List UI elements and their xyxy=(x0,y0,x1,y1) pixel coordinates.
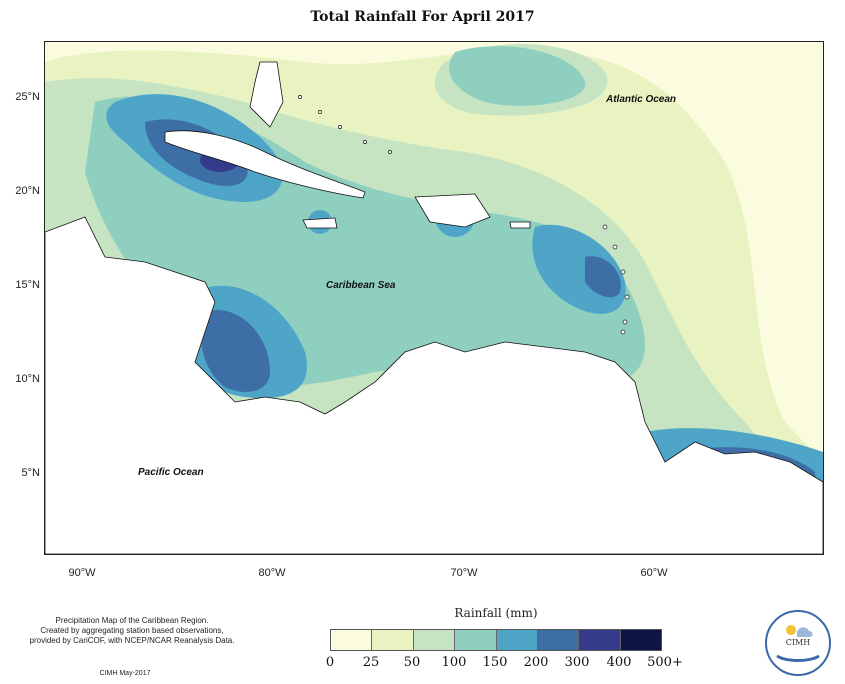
legend-tick-300: 300 xyxy=(564,655,590,670)
legend-swatch-25-50 xyxy=(372,630,414,650)
lat-label-10n: 10°N xyxy=(15,373,40,385)
legend-title: Rainfall (mm) xyxy=(454,606,538,620)
lat-label-5n: 5°N xyxy=(21,467,40,479)
jamaica-island xyxy=(302,217,338,229)
cimh-logo: CIMH xyxy=(765,610,831,676)
description-line-2: Created by aggregating station based obs… xyxy=(40,626,224,635)
legend-swatch-100-150 xyxy=(455,630,497,650)
mainland-landmass xyxy=(45,216,823,554)
legend-tick-0: 0 xyxy=(325,655,335,670)
bahamas-isle-4 xyxy=(363,140,367,144)
rainfall-map xyxy=(44,41,824,555)
legend-swatch-50-100 xyxy=(413,630,456,650)
legend-tick-25: 25 xyxy=(362,655,380,670)
legend-swatch-400-500 xyxy=(620,630,661,650)
map-title: Total Rainfall For April 2017 xyxy=(310,9,535,25)
map-description: Precipitation Map of the Caribbean Regio… xyxy=(12,616,252,646)
map-credit: CIMH May-2017 xyxy=(99,670,151,677)
legend-tick-400: 400 xyxy=(606,655,632,670)
lat-label-25n: 25°N xyxy=(15,91,40,103)
lon-label-90w: 90°W xyxy=(68,567,96,579)
lesser-antilles-isle-4 xyxy=(624,294,630,300)
label-atlantic-ocean: Atlantic Ocean xyxy=(606,94,677,105)
legend-tick-500-plus: 500+ xyxy=(647,655,683,670)
hispaniola-island xyxy=(414,193,491,228)
rain-band-200-300-antilles xyxy=(585,256,621,298)
florida-peninsula xyxy=(249,61,284,128)
rain-band-100-150-north xyxy=(449,46,586,106)
legend-swatch-150-200 xyxy=(496,630,538,650)
lesser-antilles-isle-5 xyxy=(622,319,628,325)
cuba-island xyxy=(164,130,366,199)
logo-text: CIMH xyxy=(785,638,811,647)
legend-tick-150: 150 xyxy=(482,655,508,670)
lesser-antilles-isle-2 xyxy=(612,244,618,250)
legend-tick-50: 50 xyxy=(403,655,421,670)
legend-tick-100: 100 xyxy=(441,655,467,670)
lesser-antilles-isle-1 xyxy=(602,224,608,230)
lon-label-60w: 60°W xyxy=(640,567,668,579)
sun-cloud-icon xyxy=(776,625,820,662)
lesser-antilles-isle-3 xyxy=(620,269,626,275)
bahamas-isle-5 xyxy=(388,150,392,154)
bahamas-isle-2 xyxy=(318,110,322,114)
description-line-3: provided by CariCOF, with NCEP/NCAR Rean… xyxy=(29,636,235,645)
rain-band-200-300-central-america xyxy=(201,310,270,392)
bahamas-isle-1 xyxy=(298,95,302,99)
puerto-rico-island xyxy=(509,221,531,229)
lon-label-80w: 80°W xyxy=(258,567,286,579)
legend-colorbar xyxy=(330,629,662,651)
rainfall-contours xyxy=(45,42,823,554)
lesser-antilles-isle-6 xyxy=(620,329,626,335)
lat-label-20n: 20°N xyxy=(15,185,40,197)
legend-swatch-0-25 xyxy=(331,630,373,650)
bahamas-isle-3 xyxy=(338,125,342,129)
lon-label-70w: 70°W xyxy=(450,567,478,579)
label-pacific-ocean: Pacific Ocean xyxy=(138,467,204,478)
description-line-1: Precipitation Map of the Caribbean Regio… xyxy=(55,616,209,625)
legend-swatch-200-300 xyxy=(537,630,580,650)
legend-tick-200: 200 xyxy=(523,655,549,670)
lat-label-15n: 15°N xyxy=(15,279,40,291)
legend-swatch-300-400 xyxy=(579,630,621,650)
label-caribbean-sea: Caribbean Sea xyxy=(326,280,396,291)
